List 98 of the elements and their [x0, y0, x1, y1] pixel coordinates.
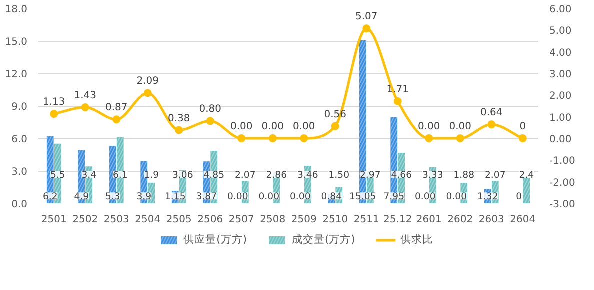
data-label: 3.46 [297, 170, 318, 182]
point [394, 97, 402, 106]
y2-tick-label: -2.00 [550, 178, 576, 189]
data-label: 3.33 [422, 170, 444, 182]
x-tick-label: 2503 [104, 214, 130, 226]
data-label: 1.9 [144, 170, 160, 182]
point [456, 134, 464, 142]
y2-tick-label: 6.00 [550, 4, 572, 16]
data-label: 0.00 [290, 192, 311, 203]
x-tick-label: 2505 [166, 214, 192, 226]
y2-tick-label: 1.00 [550, 112, 572, 124]
data-label: 0.00 [262, 122, 284, 132]
data-label: 0.38 [168, 113, 190, 124]
x-tick-label: 2511 [354, 214, 380, 226]
data-label: 4.85 [204, 170, 225, 182]
data-label: 0.00 [418, 122, 440, 132]
legend-label: 供求比 [400, 233, 434, 247]
data-label: 2.86 [266, 170, 288, 182]
legend-label: 供应量(万方) [184, 233, 247, 247]
data-label: 2.09 [136, 76, 160, 88]
data-label: 0.00 [414, 192, 436, 203]
x-tick-label: 2506 [198, 214, 224, 226]
data-label: 6.2 [42, 192, 58, 203]
data-label: 2.07 [234, 170, 256, 182]
data-label: 1.88 [454, 170, 475, 182]
data-label: 3.87 [196, 192, 218, 203]
data-label: 1.32 [477, 192, 498, 203]
data-label: 5.07 [355, 12, 378, 23]
data-label: 0.00 [230, 122, 253, 132]
y2-tick-label: 4.00 [550, 48, 572, 59]
data-label: 1.13 [42, 97, 66, 108]
point [112, 116, 121, 124]
data-label: 0.87 [105, 102, 128, 114]
data-label: 5.3 [105, 192, 120, 203]
point [331, 122, 340, 130]
point [206, 117, 214, 126]
data-label: 0.00 [227, 192, 248, 203]
x-tick-label: 2510 [322, 214, 348, 226]
x-tick-label: 2504 [135, 214, 161, 226]
point [362, 24, 371, 33]
y2-tick-label: 3.00 [550, 70, 572, 80]
point [50, 110, 58, 118]
point [425, 134, 434, 142]
y-tick-label: 0.0 [12, 200, 28, 210]
x-tick-label: 25.12 [384, 214, 412, 226]
point [268, 134, 277, 142]
x-tick-label: 2604 [510, 214, 536, 226]
point [144, 89, 152, 98]
y2-tick-label: 2.00 [550, 91, 572, 102]
point [81, 104, 90, 112]
data-label: 0.84 [321, 192, 342, 203]
data-label: 0 [520, 122, 526, 132]
point [300, 134, 308, 142]
y-tick-label: 12.0 [5, 70, 28, 80]
data-label: 3.4 [82, 170, 97, 182]
point [175, 126, 184, 134]
data-label: 2.97 [360, 170, 381, 182]
data-label: 2.07 [484, 170, 506, 182]
x-tick-label: 2509 [291, 214, 317, 226]
data-label: 0.00 [258, 192, 280, 203]
y2-tick-label: 5.00 [550, 26, 572, 38]
data-label: 1.43 [74, 90, 97, 102]
data-label: 3.9 [136, 192, 152, 203]
point [238, 134, 246, 142]
x-tick-label: 2603 [478, 214, 504, 226]
x-tick-label: 2601 [416, 214, 442, 226]
data-label: 1.50 [328, 170, 350, 182]
y2-tick-label: 0.00 [550, 134, 572, 146]
data-label: 0.00 [292, 122, 316, 132]
data-label: 5.5 [50, 170, 66, 182]
data-label: 0 [516, 192, 522, 203]
y2-tick-label: -1.00 [550, 156, 576, 168]
legend-label: 成交量(万方) [292, 233, 356, 247]
data-label: 4.66 [391, 170, 412, 182]
data-label: 3.06 [172, 170, 194, 182]
data-label: 7.95 [384, 192, 405, 203]
data-label: 0.00 [449, 122, 472, 132]
x-tick-label: 2507 [228, 214, 254, 226]
y-tick-label: 9.0 [12, 102, 28, 113]
data-label: 15.05 [350, 192, 376, 203]
x-tick-label: 2502 [72, 214, 98, 226]
y-tick-label: 15.0 [5, 37, 28, 48]
y-tick-label: 6.0 [12, 134, 28, 146]
point [518, 134, 527, 142]
x-tick-label: 2501 [41, 214, 67, 226]
y-tick-label: 18.0 [5, 4, 28, 16]
data-label: 2.4 [519, 170, 534, 182]
data-label: 6.1 [112, 170, 128, 182]
data-label: 0.80 [199, 104, 222, 116]
x-tick-label: 2508 [260, 214, 286, 226]
y-tick-label: 3.0 [12, 167, 28, 178]
y2-tick-label: -3.00 [550, 200, 576, 210]
x-tick-label: 2602 [448, 214, 474, 226]
data-label: 0.64 [480, 108, 503, 119]
point [488, 120, 496, 129]
data-label: 4.9 [74, 192, 90, 203]
data-label: 1.15 [164, 192, 186, 203]
data-label: 0.00 [446, 192, 468, 203]
